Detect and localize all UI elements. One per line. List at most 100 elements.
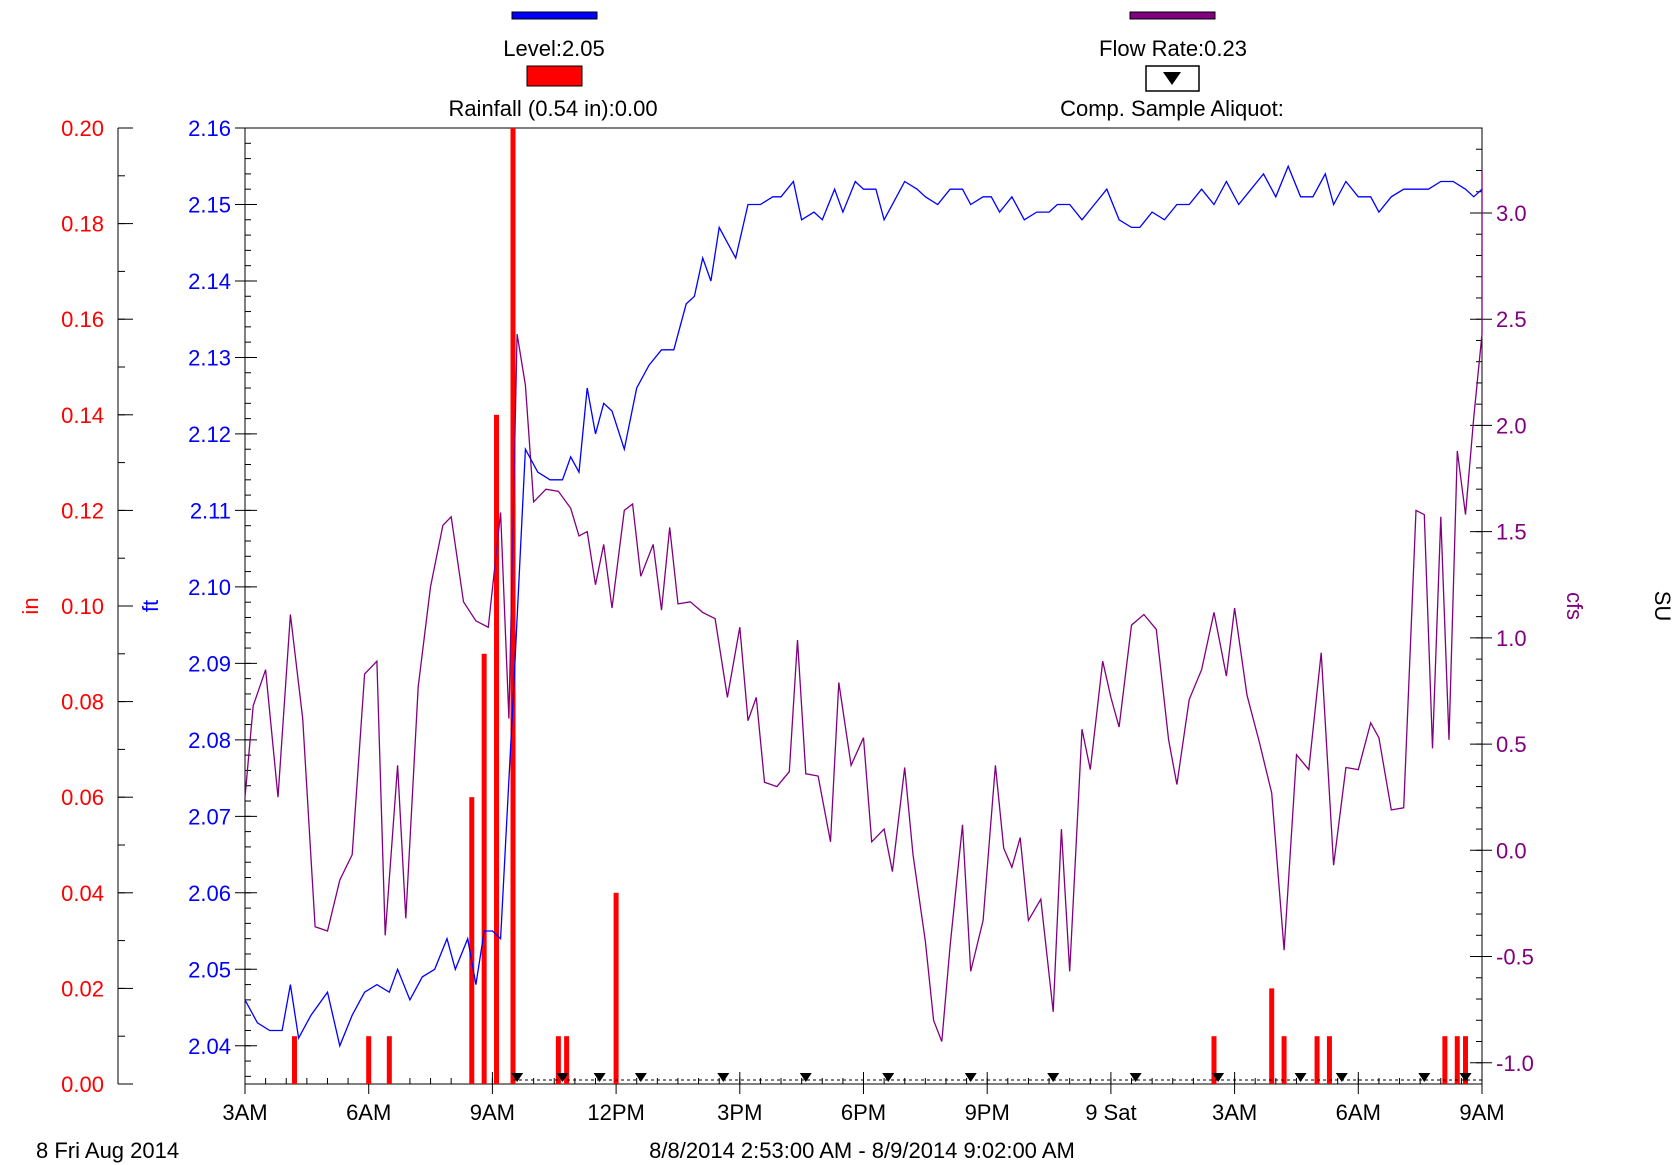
rainfall-bar bbox=[510, 128, 516, 1084]
level-tick-label: 2.16 bbox=[188, 116, 231, 141]
flow-tick-label: 2.0 bbox=[1496, 413, 1527, 438]
sample-marker bbox=[964, 1073, 977, 1082]
x-tick-label: 3AM bbox=[1212, 1100, 1257, 1125]
legend: Level:2.05 Rainfall (0.54 in):0.00 Flow … bbox=[448, 11, 1284, 121]
flow-tick-label: -0.5 bbox=[1496, 945, 1534, 970]
x-tick-label: 9AM bbox=[470, 1100, 515, 1125]
x-tick-label: 6PM bbox=[841, 1100, 886, 1125]
legend-rainfall-label: Rainfall (0.54 in):0.00 bbox=[448, 96, 657, 121]
flow-tick-label: 1.5 bbox=[1496, 520, 1527, 545]
sample-marker bbox=[1418, 1073, 1431, 1082]
level-tick-label: 2.14 bbox=[188, 269, 231, 294]
flow-rate-line bbox=[244, 170, 1483, 1042]
flow-axis-title: cfs bbox=[1562, 592, 1587, 620]
footer-range: 8/8/2014 2:53:00 AM - 8/9/2014 9:02:00 A… bbox=[649, 1138, 1075, 1163]
legend-level-swatch bbox=[511, 11, 598, 20]
legend-sample-marker-icon bbox=[1163, 72, 1181, 85]
sample-markers bbox=[511, 1073, 1482, 1082]
flow-tick-label: 2.5 bbox=[1496, 307, 1527, 332]
x-tick-label: 12PM bbox=[587, 1100, 644, 1125]
sample-marker bbox=[1294, 1073, 1307, 1082]
sample-marker bbox=[717, 1073, 730, 1082]
rain-tick-label: 0.00 bbox=[61, 1072, 104, 1097]
legend-sample-swatch bbox=[1145, 65, 1200, 92]
flow-tick-label: 3.0 bbox=[1496, 201, 1527, 226]
x-tick-label: 6AM bbox=[1336, 1100, 1381, 1125]
legend-level-label: Level:2.05 bbox=[503, 36, 605, 61]
legend-flow-swatch bbox=[1129, 11, 1216, 20]
level-tick-label: 2.06 bbox=[188, 881, 231, 906]
level-tick-label: 2.12 bbox=[188, 422, 231, 447]
rainfall-bar bbox=[564, 1036, 570, 1084]
sample-marker bbox=[556, 1073, 569, 1082]
rainfall-bar bbox=[1463, 1036, 1469, 1084]
rainfall-bar bbox=[1314, 1036, 1320, 1084]
su-axis-title: SU bbox=[1650, 591, 1674, 622]
rain-tick-label: 0.02 bbox=[61, 976, 104, 1001]
x-tick-label: 6AM bbox=[346, 1100, 391, 1125]
level-line bbox=[244, 164, 1483, 1048]
legend-sample-label: Comp. Sample Aliquot: bbox=[1060, 96, 1284, 121]
rain-axis-title: in bbox=[18, 597, 43, 614]
rain-tick-label: 0.18 bbox=[61, 212, 104, 237]
rain-tick-label: 0.06 bbox=[61, 785, 104, 810]
level-tick-label: 2.11 bbox=[190, 498, 231, 523]
sample-marker bbox=[1335, 1073, 1348, 1082]
x-tick-label: 3PM bbox=[717, 1100, 762, 1125]
legend-flow-label: Flow Rate:0.23 bbox=[1099, 36, 1247, 61]
rainfall-bar bbox=[1211, 1036, 1217, 1084]
rain-tick-label: 0.08 bbox=[61, 690, 104, 715]
level-tick-label: 2.04 bbox=[188, 1034, 231, 1059]
sample-marker bbox=[882, 1073, 895, 1082]
rain-tick-label: 0.14 bbox=[61, 403, 104, 428]
rainfall-bar bbox=[386, 1036, 392, 1084]
rainfall-bars bbox=[291, 128, 1469, 1084]
sample-marker bbox=[1129, 1073, 1142, 1082]
level-tick-label: 2.13 bbox=[188, 345, 231, 370]
flow-tick-label: -1.0 bbox=[1496, 1051, 1534, 1076]
rainfall-bar bbox=[1281, 1036, 1287, 1084]
level-tick-label: 2.07 bbox=[188, 804, 231, 829]
legend-rainfall-swatch bbox=[526, 65, 583, 87]
rain-tick-label: 0.12 bbox=[61, 498, 104, 523]
rainfall-bar bbox=[1269, 988, 1275, 1084]
rain-tick-label: 0.20 bbox=[61, 116, 104, 141]
sample-marker bbox=[511, 1073, 524, 1082]
sample-marker bbox=[1212, 1073, 1225, 1082]
plot-area bbox=[244, 127, 1483, 1085]
flow-series bbox=[244, 170, 1483, 1042]
rain-tick-label: 0.10 bbox=[61, 594, 104, 619]
x-tick-label: 9PM bbox=[965, 1100, 1010, 1125]
rainfall-bar bbox=[291, 1036, 297, 1084]
x-tick-label: 9 Sat bbox=[1085, 1100, 1136, 1125]
flow-tick-label: 1.0 bbox=[1496, 626, 1527, 651]
rainfall-bar bbox=[613, 892, 619, 1084]
rainfall-bar bbox=[366, 1036, 372, 1084]
rainfall-bar bbox=[1454, 1036, 1460, 1084]
axes-group: 0.00 0.02 0.04 0.06 0.08 0.10 0.12 0.14 0.16 0.18… bbox=[61, 116, 1534, 1125]
rainfall-bar bbox=[494, 414, 500, 1084]
rainfall-bar bbox=[1442, 1036, 1448, 1084]
flow-tick-label: 0.5 bbox=[1496, 732, 1527, 757]
flow-tick-label: 0.0 bbox=[1496, 838, 1527, 863]
level-tick-label: 2.05 bbox=[188, 957, 231, 982]
sample-marker bbox=[634, 1073, 647, 1082]
x-tick-label: 3AM bbox=[222, 1100, 267, 1125]
rainfall-bar bbox=[555, 1036, 561, 1084]
level-tick-label: 2.08 bbox=[188, 728, 231, 753]
level-series bbox=[244, 164, 1483, 1048]
x-tick-label: 9AM bbox=[1459, 1100, 1504, 1125]
rainfall-bar bbox=[481, 653, 487, 1084]
footer-date: 8 Fri Aug 2014 bbox=[36, 1138, 179, 1163]
rain-tick-label: 0.16 bbox=[61, 307, 104, 332]
level-tick-label: 2.09 bbox=[188, 651, 231, 676]
sample-marker bbox=[799, 1073, 812, 1082]
rain-tick-label: 0.04 bbox=[61, 881, 104, 906]
level-tick-label: 2.15 bbox=[188, 192, 231, 217]
sample-marker bbox=[593, 1073, 606, 1082]
rainfall-bar bbox=[469, 797, 475, 1084]
level-axis-title: ft bbox=[138, 600, 163, 612]
rainfall-bar bbox=[1326, 1036, 1332, 1084]
sample-marker bbox=[1459, 1073, 1472, 1082]
